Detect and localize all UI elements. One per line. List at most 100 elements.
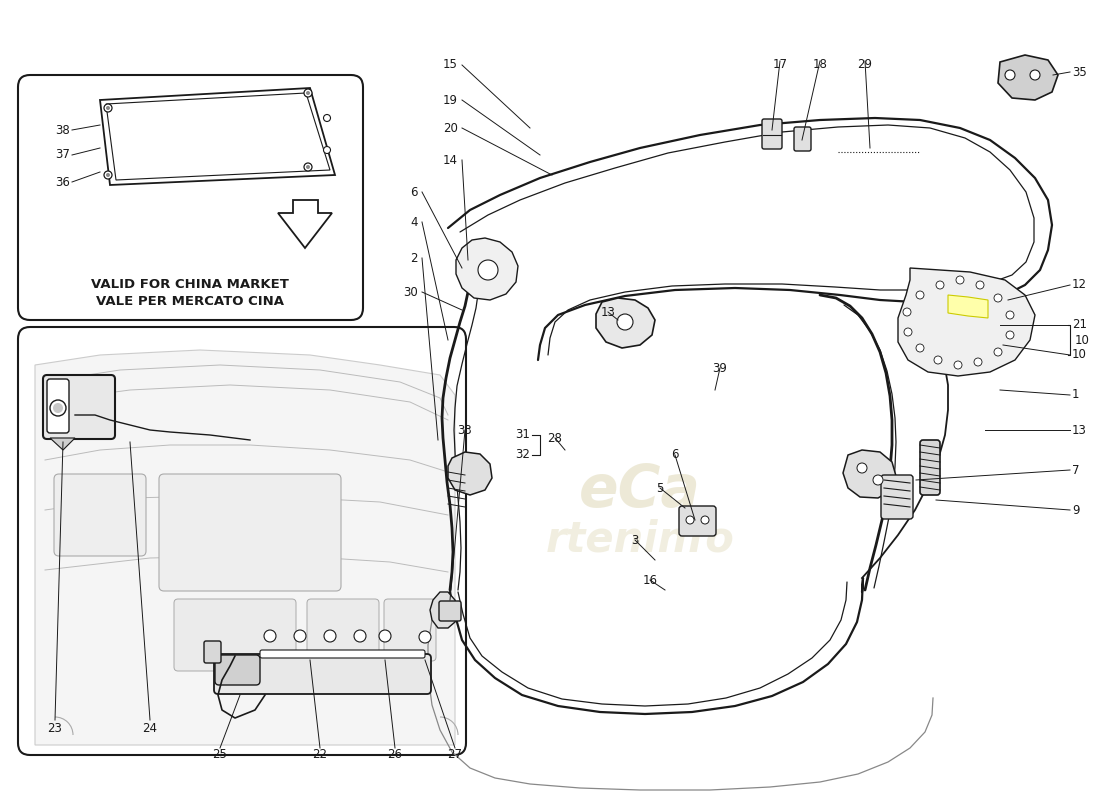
Text: 4: 4: [410, 215, 418, 229]
Circle shape: [974, 358, 982, 366]
Text: 5: 5: [657, 482, 663, 494]
Polygon shape: [278, 200, 332, 248]
Circle shape: [323, 114, 330, 122]
Text: 17: 17: [772, 58, 788, 71]
FancyBboxPatch shape: [47, 379, 69, 433]
Circle shape: [686, 516, 694, 524]
Text: VALE PER MERCATO CINA: VALE PER MERCATO CINA: [96, 295, 284, 308]
Circle shape: [419, 631, 431, 643]
Circle shape: [1005, 70, 1015, 80]
Circle shape: [916, 291, 924, 299]
Circle shape: [916, 344, 924, 352]
Circle shape: [1006, 311, 1014, 319]
Text: 18: 18: [813, 58, 827, 71]
Circle shape: [304, 89, 312, 97]
Text: 9: 9: [1072, 503, 1079, 517]
FancyBboxPatch shape: [43, 375, 116, 439]
Circle shape: [873, 475, 883, 485]
Text: eCa: eCa: [579, 462, 701, 518]
Polygon shape: [843, 450, 896, 498]
Circle shape: [106, 106, 110, 110]
FancyBboxPatch shape: [18, 75, 363, 320]
Text: 13: 13: [1072, 423, 1087, 437]
Circle shape: [857, 463, 867, 473]
FancyBboxPatch shape: [214, 654, 431, 694]
Circle shape: [104, 104, 112, 112]
Text: 28: 28: [548, 431, 562, 445]
Text: 36: 36: [55, 175, 70, 189]
Text: 21: 21: [1072, 318, 1087, 331]
Text: 26: 26: [387, 747, 403, 761]
FancyBboxPatch shape: [679, 506, 716, 536]
Circle shape: [294, 630, 306, 642]
Polygon shape: [998, 55, 1058, 100]
Circle shape: [976, 281, 984, 289]
Text: 12: 12: [1072, 278, 1087, 291]
Circle shape: [954, 361, 962, 369]
Circle shape: [324, 630, 336, 642]
FancyBboxPatch shape: [762, 119, 782, 149]
Circle shape: [304, 163, 312, 171]
Polygon shape: [35, 350, 455, 745]
Text: 15: 15: [443, 58, 458, 71]
FancyBboxPatch shape: [54, 474, 146, 556]
Text: 24: 24: [143, 722, 157, 734]
Circle shape: [701, 516, 710, 524]
Text: 22: 22: [312, 747, 328, 761]
Circle shape: [53, 403, 63, 413]
Text: 37: 37: [55, 149, 70, 162]
FancyBboxPatch shape: [214, 655, 260, 685]
Text: 19: 19: [443, 94, 458, 106]
Text: 25: 25: [212, 747, 228, 761]
FancyBboxPatch shape: [174, 599, 296, 671]
FancyBboxPatch shape: [439, 601, 461, 621]
Circle shape: [264, 630, 276, 642]
FancyBboxPatch shape: [794, 127, 811, 151]
Text: 1: 1: [1072, 389, 1079, 402]
Text: 13: 13: [601, 306, 615, 318]
Text: 6: 6: [671, 449, 679, 462]
Text: 38: 38: [55, 123, 69, 137]
Text: 31: 31: [515, 429, 530, 442]
FancyBboxPatch shape: [260, 650, 425, 658]
FancyBboxPatch shape: [160, 474, 341, 591]
Circle shape: [306, 91, 310, 95]
Text: 20: 20: [443, 122, 458, 134]
FancyBboxPatch shape: [204, 641, 221, 663]
Text: 2: 2: [410, 251, 418, 265]
Text: 29: 29: [858, 58, 872, 71]
Circle shape: [994, 348, 1002, 356]
Polygon shape: [456, 238, 518, 300]
Circle shape: [104, 171, 112, 179]
Text: 14: 14: [443, 154, 458, 166]
Circle shape: [1030, 70, 1040, 80]
Circle shape: [379, 630, 390, 642]
Circle shape: [994, 294, 1002, 302]
Circle shape: [904, 328, 912, 336]
FancyBboxPatch shape: [18, 327, 466, 755]
Text: 39: 39: [713, 362, 727, 374]
Circle shape: [617, 314, 632, 330]
Polygon shape: [50, 438, 75, 450]
Circle shape: [478, 260, 498, 280]
Circle shape: [936, 281, 944, 289]
Text: 35: 35: [1072, 66, 1087, 78]
Polygon shape: [596, 298, 654, 348]
Circle shape: [1006, 331, 1014, 339]
Circle shape: [903, 308, 911, 316]
Circle shape: [50, 400, 66, 416]
Text: rteninfo: rteninfo: [546, 519, 735, 561]
Text: 3: 3: [631, 534, 639, 546]
Circle shape: [956, 276, 964, 284]
FancyBboxPatch shape: [307, 599, 380, 661]
Polygon shape: [430, 592, 458, 628]
Text: 27: 27: [448, 747, 462, 761]
Text: 10: 10: [1075, 334, 1090, 346]
Polygon shape: [948, 295, 988, 318]
Polygon shape: [898, 268, 1035, 376]
Text: 23: 23: [47, 722, 63, 734]
FancyBboxPatch shape: [384, 599, 436, 661]
Circle shape: [934, 356, 942, 364]
FancyBboxPatch shape: [881, 475, 913, 519]
Circle shape: [106, 173, 110, 177]
